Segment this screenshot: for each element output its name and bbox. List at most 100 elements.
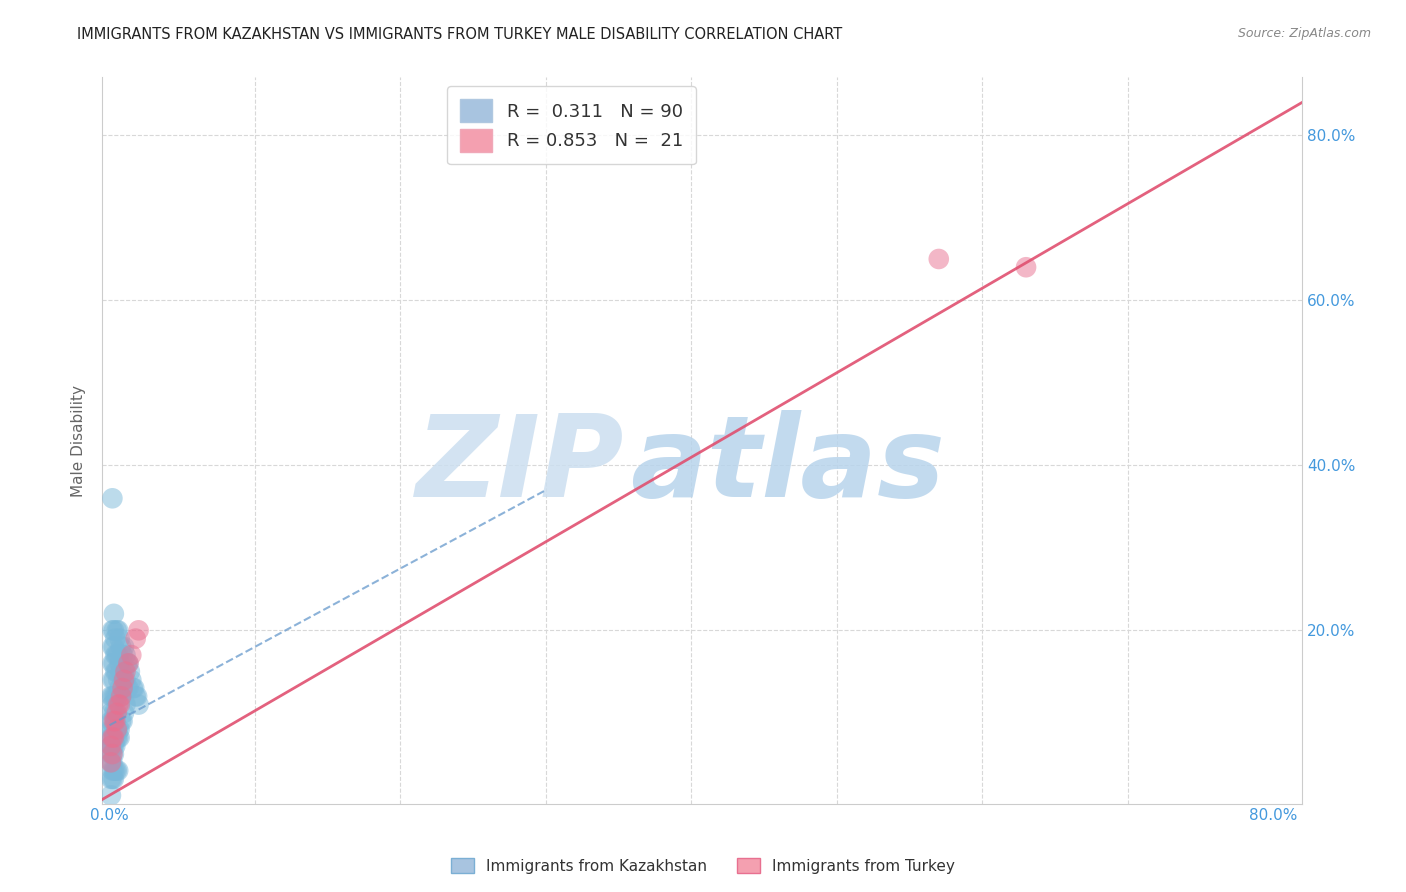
Point: [103, 731, 125, 745]
Point: [107, 673, 129, 687]
Point: [100, 714, 122, 728]
Point: [107, 723, 129, 737]
Point: [114, 648, 136, 662]
Point: [103, 714, 125, 728]
Point: [101, 747, 124, 761]
Point: [105, 731, 128, 745]
Point: [101, 640, 124, 654]
Point: [101, 673, 124, 687]
Point: [101, 624, 124, 638]
Point: [107, 698, 129, 712]
Point: [101, 690, 124, 704]
Point: [112, 706, 135, 720]
Point: [101, 739, 124, 753]
Point: [101, 731, 124, 745]
Point: [103, 772, 125, 786]
Point: [108, 632, 131, 646]
Point: [118, 665, 141, 679]
Point: [100, 756, 122, 770]
Point: [105, 648, 128, 662]
Point: [110, 690, 132, 704]
Text: Source: ZipAtlas.com: Source: ZipAtlas.com: [1237, 27, 1371, 40]
Point: [101, 764, 124, 778]
Point: [101, 698, 124, 712]
Point: [117, 657, 139, 671]
Point: [103, 739, 125, 753]
Point: [103, 673, 125, 687]
Text: IMMIGRANTS FROM KAZAKHSTAN VS IMMIGRANTS FROM TURKEY MALE DISABILITY CORRELATION: IMMIGRANTS FROM KAZAKHSTAN VS IMMIGRANTS…: [77, 27, 842, 42]
Point: [103, 747, 125, 761]
Point: [100, 690, 122, 704]
Point: [100, 789, 122, 803]
Point: [103, 723, 125, 737]
Point: [928, 252, 950, 266]
Point: [105, 764, 128, 778]
Point: [104, 690, 127, 704]
Point: [108, 657, 131, 671]
Point: [124, 632, 146, 646]
Point: [1015, 260, 1038, 275]
Point: [108, 681, 131, 695]
Point: [105, 624, 128, 638]
Point: [111, 673, 134, 687]
Point: [104, 731, 127, 745]
Point: [101, 714, 124, 728]
Point: [115, 681, 138, 695]
Point: [128, 624, 150, 638]
Point: [100, 747, 122, 761]
Point: [100, 723, 122, 737]
Point: [105, 723, 128, 737]
Point: [114, 673, 136, 687]
Point: [100, 739, 122, 753]
Point: [108, 723, 131, 737]
Point: [112, 673, 135, 687]
Point: [101, 747, 124, 761]
Point: [107, 764, 129, 778]
Point: [104, 632, 127, 646]
Point: [107, 648, 129, 662]
Point: [105, 723, 128, 737]
Point: [100, 739, 122, 753]
Point: [117, 657, 139, 671]
Y-axis label: Male Disability: Male Disability: [72, 384, 86, 497]
Point: [115, 657, 138, 671]
Point: [103, 731, 125, 745]
Point: [104, 706, 127, 720]
Point: [111, 714, 134, 728]
Point: [110, 690, 132, 704]
Point: [105, 706, 128, 720]
Point: [105, 690, 128, 704]
Point: [111, 648, 134, 662]
Point: [101, 723, 124, 737]
Point: [112, 640, 135, 654]
Point: [103, 764, 125, 778]
Point: [101, 739, 124, 753]
Point: [120, 648, 142, 662]
Point: [112, 665, 135, 679]
Point: [117, 681, 139, 695]
Point: [122, 681, 145, 695]
Point: [107, 731, 129, 745]
Point: [120, 673, 142, 687]
Point: [101, 756, 124, 770]
Point: [107, 624, 129, 638]
Point: [103, 640, 125, 654]
Point: [110, 665, 132, 679]
Point: [104, 665, 127, 679]
Point: [100, 772, 122, 786]
Legend: R =  0.311   N = 90, R = 0.853   N =  21: R = 0.311 N = 90, R = 0.853 N = 21: [447, 87, 696, 164]
Point: [114, 665, 136, 679]
Point: [101, 731, 124, 745]
Point: [103, 690, 125, 704]
Text: ZIP: ZIP: [416, 410, 624, 522]
Point: [128, 698, 150, 712]
Point: [103, 657, 125, 671]
Point: [100, 756, 122, 770]
Point: [104, 764, 127, 778]
Point: [127, 690, 149, 704]
Point: [103, 624, 125, 638]
Point: [101, 772, 124, 786]
Point: [104, 648, 127, 662]
Point: [111, 681, 134, 695]
Point: [100, 706, 122, 720]
